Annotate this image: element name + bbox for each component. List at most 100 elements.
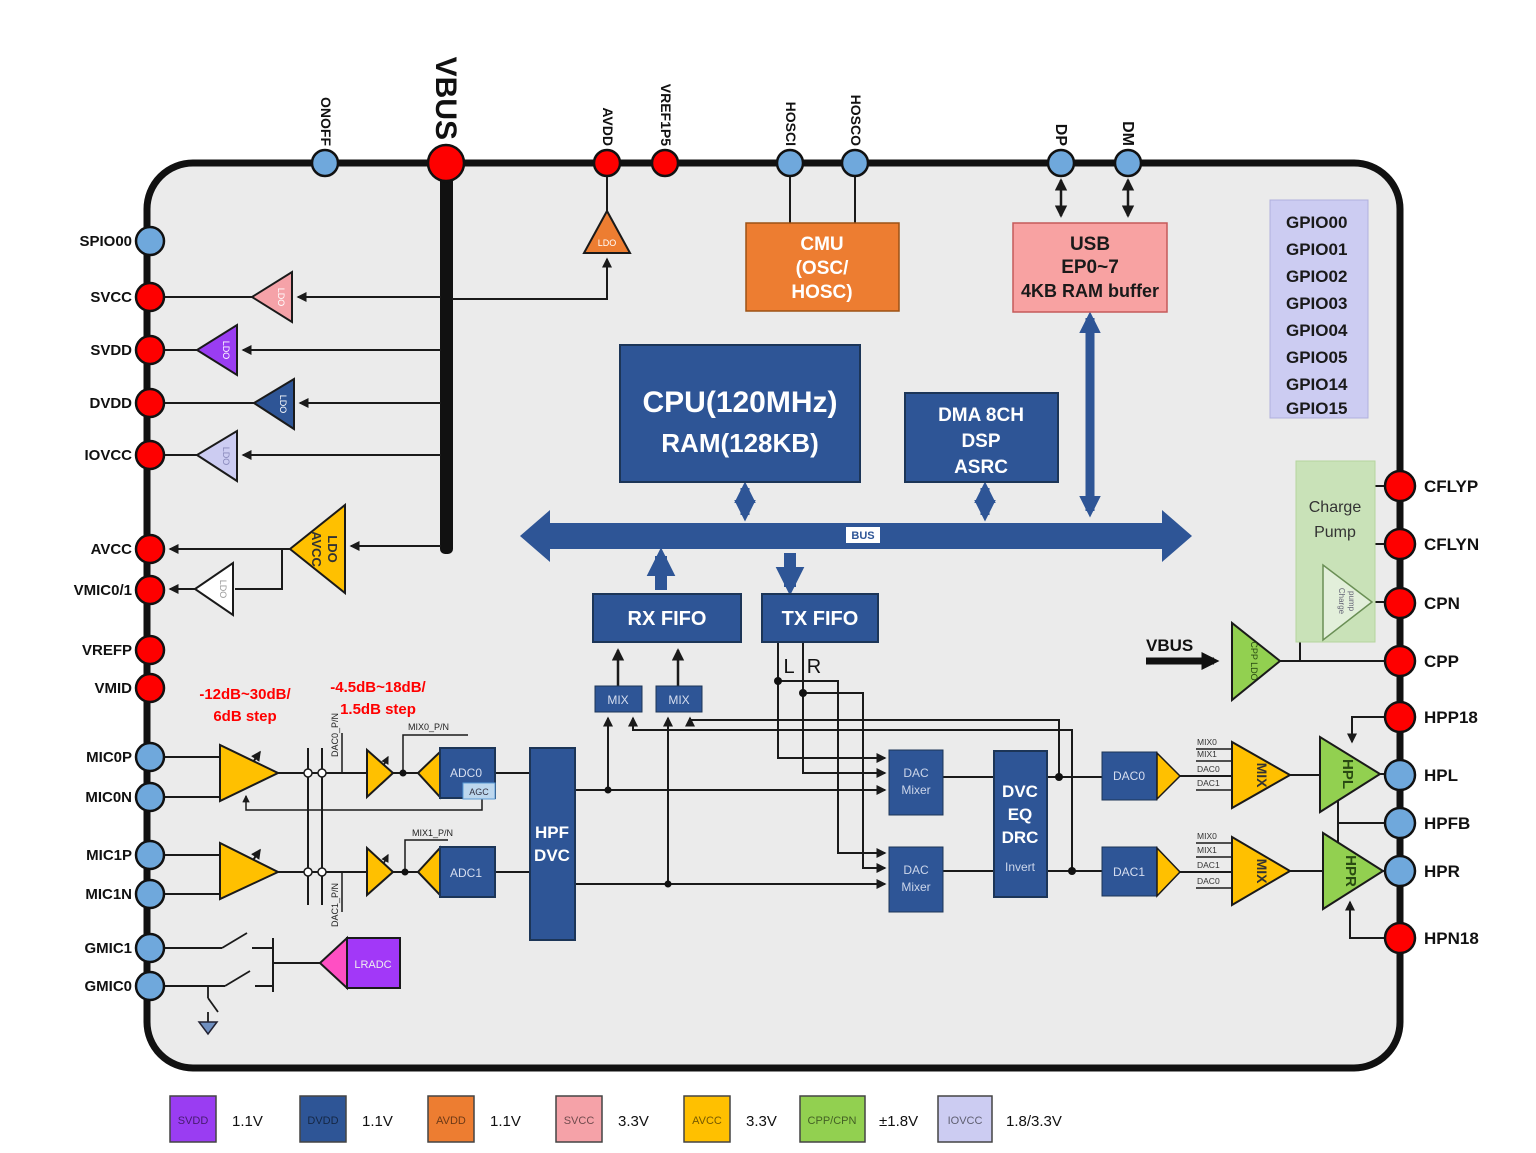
dvc-l4: Invert [1005,860,1036,874]
legend-swatch-cpp [799,1095,866,1143]
dac0-triangle [1156,751,1182,801]
dma-block: DMA 8CH DSP ASRC [904,392,1059,483]
signal-wires [164,176,1385,1022]
label-spio00: SPIO00 [79,233,132,250]
avcc-ldo-triangle [288,502,346,596]
tx-fifo-label: TX FIFO [782,608,859,630]
pin-vbus [426,143,466,183]
legend-label-dvdd: DVDD [307,1115,338,1127]
wire-vmicldo-in [235,549,283,590]
legend-label-svcc: SVCC [564,1115,595,1127]
cmu-block: CMU (OSC/ HOSC) [745,222,900,312]
tap-label-mix1pn: MIX1_P/N [412,828,453,838]
usb-box [1012,222,1168,313]
pin-dp [1046,148,1076,178]
legend-swatch-dvdd [299,1095,347,1143]
dac1-block: DAC1 [1101,846,1182,898]
mixin-top-0: MIX0 [1197,737,1217,747]
dac-mixer1-l2: Mixer [901,783,930,797]
dac1-triangle [1156,846,1182,898]
label-onoff: ONOFF [318,97,334,146]
hpf-dvc-block: HPF DVC [529,747,576,941]
wire-fb1 [628,716,1073,871]
hpf-l1: HPF [535,823,569,842]
mix-b-label: MIX [668,693,689,707]
pin-hpfb [1383,806,1417,840]
cpp-ldo-label: CPP LDO [1249,641,1259,680]
cpp-ldo-triangle [1231,620,1282,703]
label-vbus: VBUS [429,57,462,140]
pin-gmic0 [134,970,166,1002]
cpu-box [619,344,861,483]
gpio-6: GPIO14 [1286,375,1348,394]
dvc-eq-drc-block: DVC EQ DRC Invert [993,750,1048,898]
avdd-ldo-triangle [582,208,632,254]
switch-gmic0 [224,970,251,987]
label-dp: DP [1052,124,1069,147]
label-avcc: AVCC [91,541,133,558]
bus-label: BUS [851,530,874,542]
hpr-label: HPR [1342,855,1359,887]
pin-gmic1 [134,932,166,964]
legend-item-cpp: CPP/CPN ±1.8V [799,1095,918,1143]
legend-item-svdd: SVDD 1.1V [169,1095,263,1143]
stubs-mix-bottom [1196,842,1232,889]
label-vmid: VMID [95,680,133,697]
dvc-box [993,750,1048,898]
svcc-ldo-label: LDO [276,288,286,307]
wire-txr [802,642,887,778]
legend-label-svdd: SVDD [178,1115,209,1127]
lradc-label: LRADC [354,959,391,971]
legend-item-iovcc: IOVCC 1.8/3.3V [937,1095,1062,1143]
gpio-3: GPIO03 [1286,294,1347,313]
hpr-driver-triangle [1322,831,1385,911]
dac1-label: DAC1 [1113,865,1145,879]
pin-hpl [1383,758,1417,792]
charge-pump-l2: Pump [1314,524,1356,541]
dvdd-ldo-triangle [252,377,295,431]
dma-l3: ASRC [954,457,1008,478]
svdd-ldo-label: LDO [221,341,231,360]
dac0-block: DAC0 [1101,751,1182,801]
pin-mic1n [134,878,166,910]
svdd-ldo-triangle [195,323,238,377]
gpio-0: GPIO00 [1286,213,1347,232]
pin-avdd [592,148,622,178]
iovcc-ldo-triangle [195,429,238,483]
pin-cflyp [1383,469,1417,503]
adc1-box [439,846,496,898]
rx-fifo-box [592,593,742,643]
avcc-ldo-l2: LDO [325,535,340,562]
label-hosci: HOSCI [783,102,799,146]
label-hpr: HPR [1424,862,1460,881]
ldo-regulators: LDO LDO LDO LDO AVCC LDO LDO LDO [193,208,632,617]
iovcc-ldo-label: LDO [221,447,231,466]
wire-agc-feedback [242,794,483,811]
mic1-amp-triangle [219,841,281,901]
vmic-ldo-label: LDO [218,580,228,599]
legend-voltage-svdd: 1.1V [232,1113,263,1130]
dac0-label: DAC0 [1113,769,1145,783]
legend-item-svcc: SVCC 3.3V [555,1095,649,1143]
label-svdd: SVDD [90,342,132,359]
label-dvdd: DVDD [89,395,132,412]
annotations: -12dB~30dB/ 6dB step -4.5dB~18dB/ 1.5dB … [199,656,1220,927]
mixin-bot-0: MIX0 [1197,831,1217,841]
pin-vrefp [134,634,166,666]
legend-voltage-avcc: 3.3V [746,1113,777,1130]
pin-spio00 [134,225,166,257]
mix-bottom-triangle [1231,835,1292,907]
gpio-box [1269,199,1369,419]
mix-small-blocks: MIX MIX [594,685,703,713]
tap-mix0 [402,734,468,773]
avdd-ldo-label: LDO [598,238,617,248]
label-hpp18: HPP18 [1424,708,1478,727]
legend-item-dvdd: DVDD 1.1V [299,1095,393,1143]
pin-hpp18 [1383,700,1417,734]
legend-swatch-svdd [169,1095,217,1143]
mix-top-triangle [1231,740,1293,810]
cmu-box [745,222,900,312]
charge-pump-triangle [1322,563,1374,642]
legend-voltage-avdd: 1.1V [490,1113,521,1130]
